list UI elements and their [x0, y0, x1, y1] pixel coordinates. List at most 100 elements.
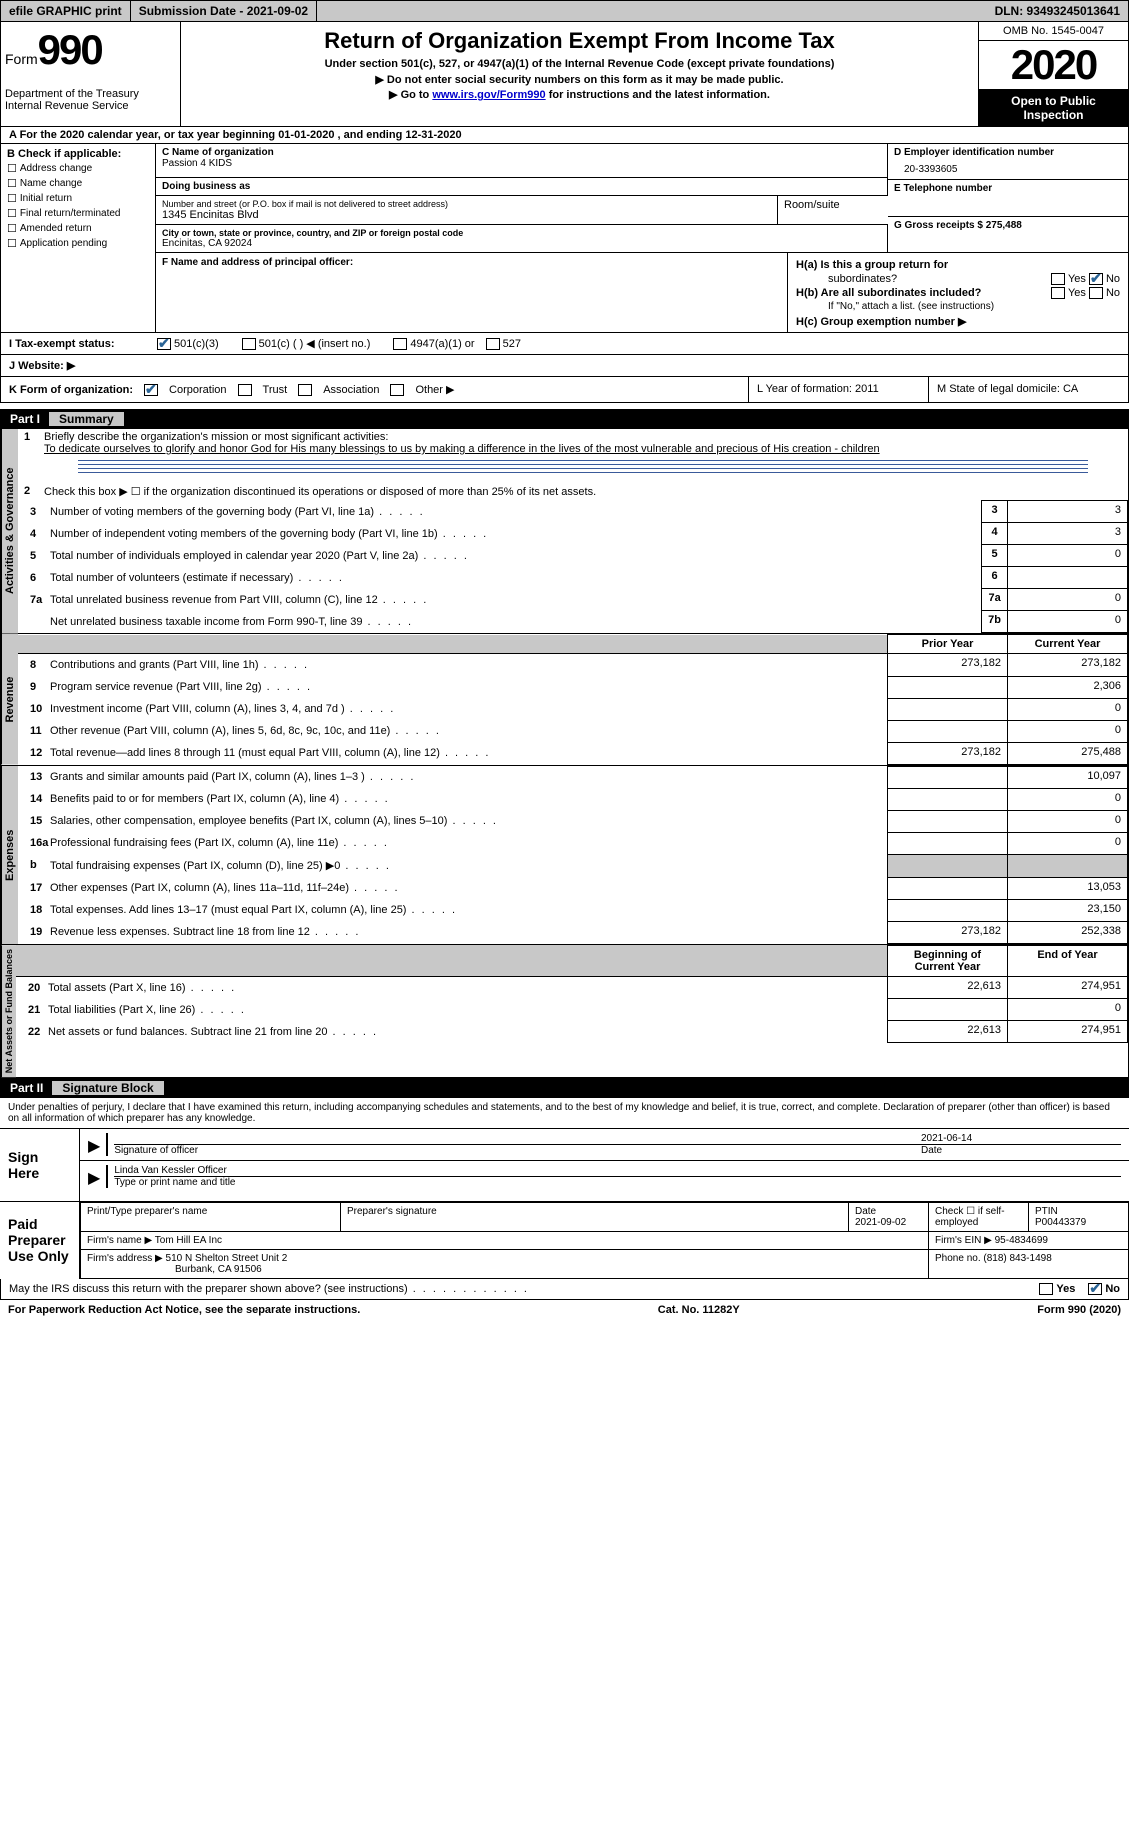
declaration-text: Under penalties of perjury, I declare th… — [0, 1098, 1129, 1128]
preparer-table: Print/Type preparer's name Preparer's si… — [80, 1202, 1129, 1279]
efile-label[interactable]: efile GRAPHIC print — [1, 1, 131, 21]
discuss-no-checkbox[interactable] — [1088, 1283, 1102, 1295]
hb-text: H(b) Are all subordinates included? — [796, 287, 981, 299]
ha-text: H(a) Is this a group return for — [796, 259, 948, 271]
arrow-icon: ▶ — [88, 1136, 100, 1156]
ein-value: 20-3393605 — [894, 164, 1122, 175]
room-label: Room/suite — [784, 199, 882, 211]
no-label-2: No — [1106, 287, 1120, 299]
date-label: Date — [921, 1145, 1121, 1156]
form-number-block: Form990 — [5, 26, 176, 74]
part-1-header: Part I Summary — [0, 409, 1129, 429]
section-a-period: A For the 2020 calendar year, or tax yea… — [0, 127, 1129, 144]
trust-label: Trust — [263, 384, 288, 396]
irs-link[interactable]: www.irs.gov/Form990 — [432, 89, 545, 101]
prep-name-label: Print/Type preparer's name — [87, 1206, 207, 1217]
check-name-change[interactable]: Name change — [7, 177, 149, 190]
hc-text: H(c) Group exemption number ▶ — [796, 316, 966, 328]
firm-name-label: Firm's name ▶ — [87, 1235, 155, 1246]
sign-here-label: Sign Here — [0, 1129, 80, 1201]
footer: For Paperwork Reduction Act Notice, see … — [0, 1300, 1129, 1320]
assoc-label: Association — [323, 384, 379, 396]
501c3-checkbox[interactable] — [157, 338, 171, 350]
page-subtitle: Under section 501(c), 527, or 4947(a)(1)… — [191, 58, 968, 70]
hb-yes-checkbox[interactable] — [1051, 287, 1065, 299]
paid-prep-label: Paid Preparer Use Only — [0, 1202, 80, 1279]
dba-label: Doing business as — [162, 181, 881, 192]
revenue-label: Revenue — [1, 634, 18, 765]
dln-label: DLN: 93493245013641 — [987, 1, 1128, 21]
4947-label: 4947(a)(1) or — [410, 338, 474, 350]
ptin-label: PTIN — [1035, 1206, 1058, 1217]
discuss-yes: Yes — [1056, 1283, 1075, 1295]
firm-addr: 510 N Shelton Street Unit 2 — [166, 1253, 288, 1264]
hb-no-checkbox[interactable] — [1089, 287, 1103, 299]
corp-label: Corporation — [169, 384, 226, 396]
prep-phone: (818) 843-1498 — [983, 1253, 1051, 1264]
arrow-icon-2: ▶ — [88, 1168, 100, 1188]
org-name: Passion 4 KIDS — [162, 158, 881, 169]
part2-num: Part II — [10, 1081, 43, 1095]
header-note-1: ▶ Do not enter social security numbers o… — [191, 73, 968, 86]
check-amended-return[interactable]: Amended return — [7, 222, 149, 235]
ha2-text: subordinates? — [796, 273, 1048, 285]
part1-title: Summary — [49, 412, 124, 426]
check-address-change[interactable]: Address change — [7, 162, 149, 175]
prep-date-label: Date — [855, 1206, 876, 1217]
governance-table: 3Number of voting members of the governi… — [18, 500, 1128, 633]
officer-label: F Name and address of principal officer: — [162, 257, 353, 268]
part-1-body: Activities & Governance 1Briefly describ… — [0, 429, 1129, 1078]
assoc-checkbox[interactable] — [298, 384, 312, 396]
527-label: 527 — [503, 338, 521, 350]
ha-yes-checkbox[interactable] — [1051, 273, 1065, 285]
page-title: Return of Organization Exempt From Incom… — [191, 28, 968, 54]
yes-label: Yes — [1068, 273, 1086, 285]
mission-text: To dedicate ourselves to glorify and hon… — [44, 443, 880, 455]
line2-text: Check this box ▶ ☐ if the organization d… — [44, 485, 1122, 498]
addr-label: Number and street (or P.O. box if mail i… — [162, 199, 771, 209]
check-final-return-terminated[interactable]: Final return/terminated — [7, 207, 149, 220]
k-row: K Form of organization: Corporation Trus… — [0, 377, 1129, 403]
header-note-2: ▶ Go to www.irs.gov/Form990 for instruct… — [191, 88, 968, 101]
sign-here-row: Sign Here ▶ 2021-06-14 Signature of offi… — [0, 1128, 1129, 1201]
firm-addr-label: Firm's address ▶ — [87, 1253, 166, 1264]
line1-label: Briefly describe the organization's miss… — [44, 431, 388, 443]
527-checkbox[interactable] — [486, 338, 500, 350]
address-row: Number and street (or P.O. box if mail i… — [156, 196, 888, 225]
discuss-no: No — [1105, 1283, 1120, 1295]
expenses-table: 13Grants and similar amounts paid (Part … — [18, 766, 1128, 944]
trust-checkbox[interactable] — [238, 384, 252, 396]
street-address: 1345 Encinitas Blvd — [162, 209, 771, 221]
sig-officer-label: Signature of officer — [114, 1145, 921, 1156]
other-label: Other ▶ — [415, 383, 454, 396]
note2-post: for instructions and the latest informat… — [546, 89, 770, 101]
officer-name: Linda Van Kessler Officer — [114, 1165, 1121, 1177]
prep-phone-label: Phone no. — [935, 1253, 983, 1264]
yes-label-2: Yes — [1068, 287, 1086, 299]
501c-label: 501(c) ( ) ◀ (insert no.) — [259, 337, 371, 350]
check-initial-return[interactable]: Initial return — [7, 192, 149, 205]
form-footer: Form 990 (2020) — [1037, 1304, 1121, 1316]
prep-date: 2021-09-02 — [855, 1217, 906, 1228]
501c3-label: 501(c)(3) — [174, 338, 219, 350]
type-name-label: Type or print name and title — [114, 1177, 1121, 1188]
phone-label: E Telephone number — [894, 183, 1122, 194]
check-application-pending[interactable]: Application pending — [7, 237, 149, 250]
paperwork-notice: For Paperwork Reduction Act Notice, see … — [8, 1304, 360, 1316]
submission-date: Submission Date - 2021-09-02 — [131, 1, 317, 21]
firm-addr2: Burbank, CA 91506 — [87, 1264, 262, 1275]
501c-checkbox[interactable] — [242, 338, 256, 350]
col-b-label: B Check if applicable: — [7, 148, 149, 160]
form-number: 990 — [38, 26, 102, 73]
corp-checkbox[interactable] — [144, 384, 158, 396]
main-info-block: B Check if applicable: Address change Nam… — [0, 144, 1129, 333]
top-bar: efile GRAPHIC print Submission Date - 20… — [0, 0, 1129, 22]
gross-receipts: G Gross receipts $ 275,488 — [894, 220, 1122, 231]
expenses-label: Expenses — [1, 766, 18, 944]
other-checkbox[interactable] — [390, 384, 404, 396]
4947-checkbox[interactable] — [393, 338, 407, 350]
discuss-yes-checkbox[interactable] — [1039, 1283, 1053, 1295]
ha-no-checkbox[interactable] — [1089, 273, 1103, 285]
prep-sig-label: Preparer's signature — [347, 1206, 437, 1217]
website-row: J Website: ▶ — [0, 355, 1129, 377]
